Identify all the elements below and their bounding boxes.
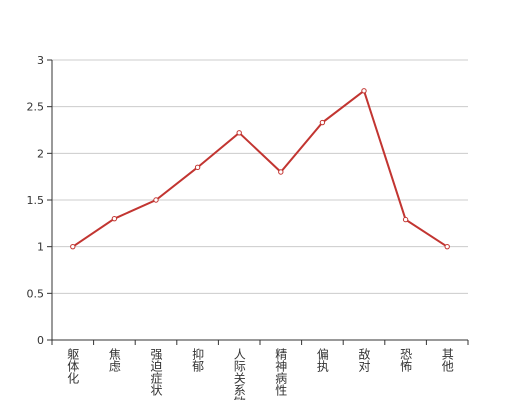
y-tick-label: 0: [37, 334, 44, 347]
x-tick-label: 恐怖: [399, 348, 413, 372]
x-tick-label: 人际关系敏感: [232, 348, 246, 400]
x-tick-label: 强迫症状: [149, 348, 163, 396]
point: [194, 164, 201, 171]
point: [402, 216, 409, 223]
x-tick-label: 其他: [440, 348, 454, 372]
x-tick-label: 偏执: [315, 347, 329, 373]
point: [111, 215, 118, 222]
x-tick-label: 焦虑: [107, 348, 121, 372]
y-tick-label: 2.5: [27, 101, 45, 114]
point: [278, 169, 284, 175]
y-tick-label: 2: [37, 147, 44, 160]
line: [72, 89, 448, 248]
point: [319, 119, 326, 126]
point: [70, 243, 76, 250]
point: [361, 88, 367, 94]
y-tick-label: 1.5: [27, 194, 45, 207]
x-tick-label: 抑郁: [191, 347, 205, 373]
y-tick-label: 1: [37, 241, 44, 254]
y-tick-label: 3: [37, 54, 44, 67]
point: [444, 243, 450, 250]
x-tick-label: 躯体化: [66, 347, 80, 385]
point: [236, 130, 242, 136]
x-tick-label: 敌对: [357, 347, 371, 372]
x-tick-label: 精神病性: [274, 348, 288, 397]
y-tick-label: 0.5: [27, 287, 45, 300]
point: [153, 197, 159, 203]
